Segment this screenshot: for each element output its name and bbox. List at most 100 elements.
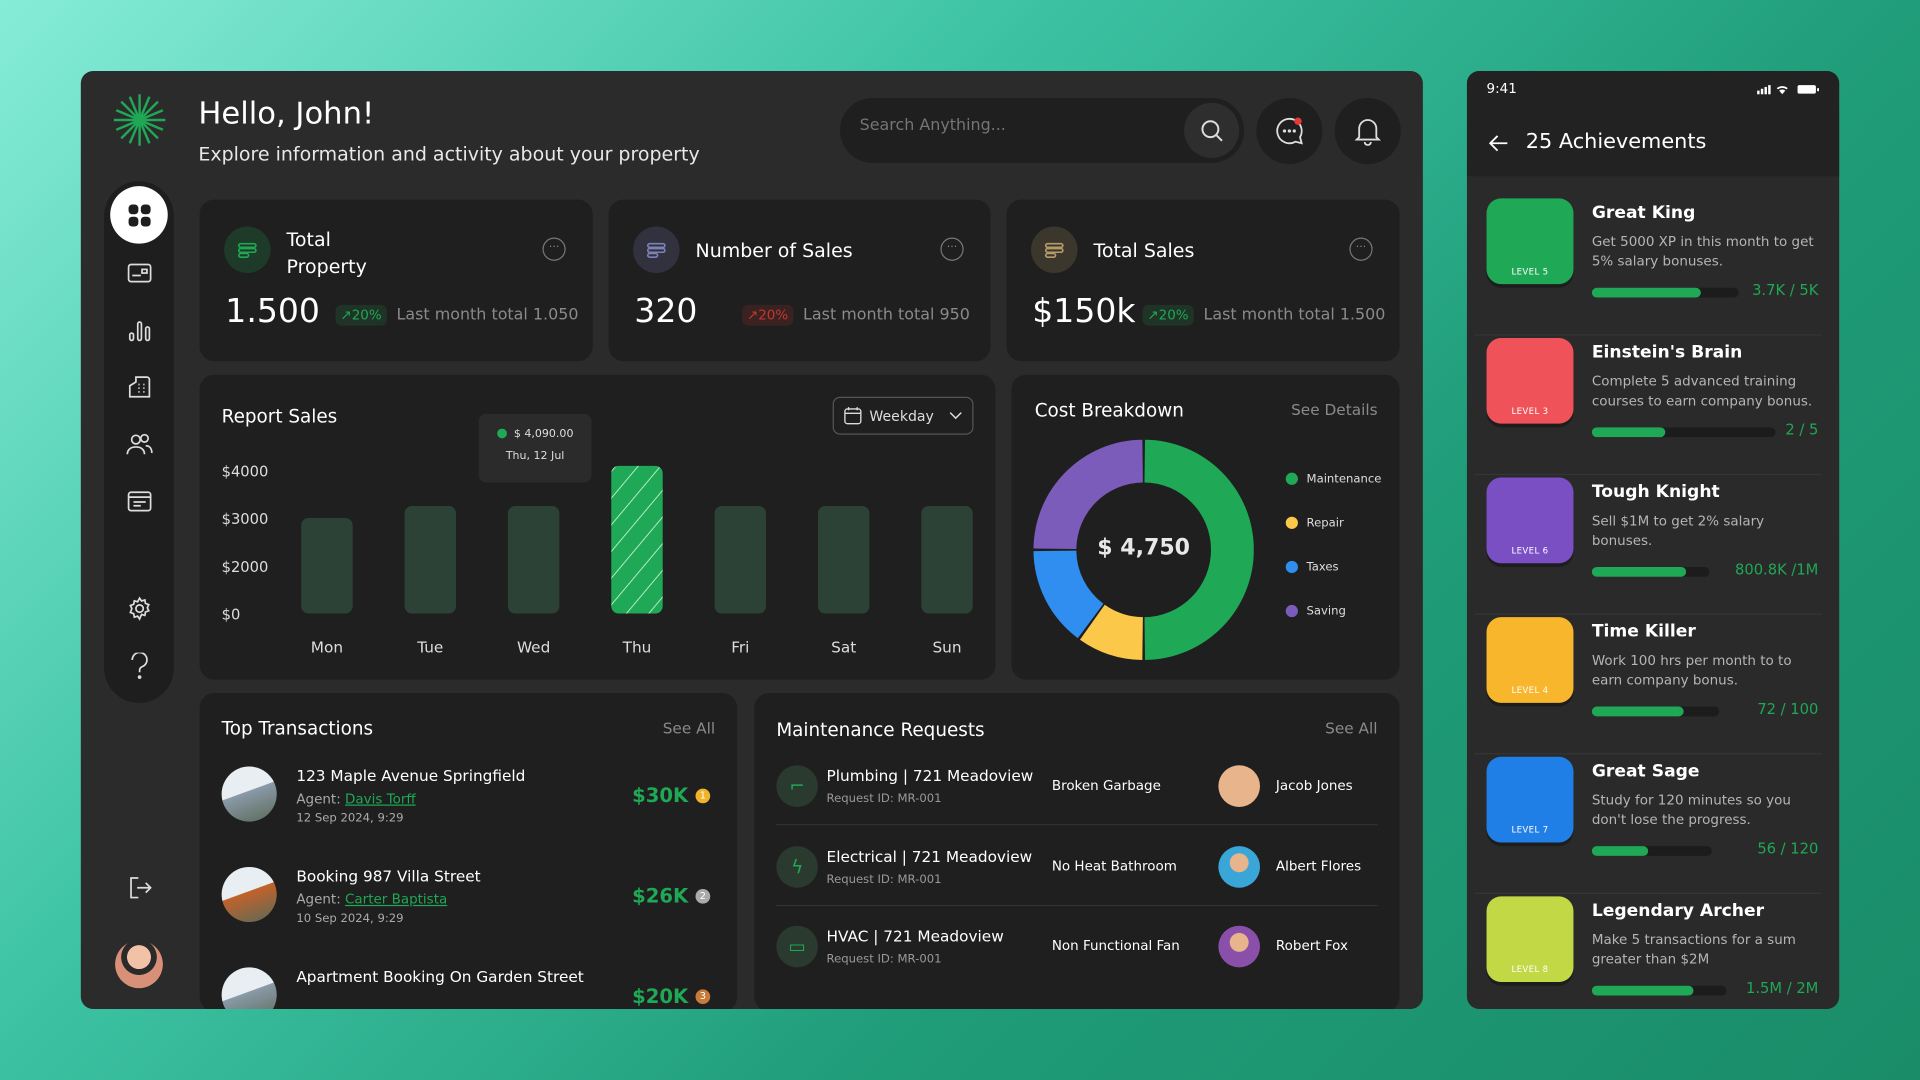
assignee-name: Robert Fox bbox=[1275, 937, 1348, 954]
transaction-name: Apartment Booking On Garden Street bbox=[296, 967, 584, 986]
cost-breakdown-card: Cost Breakdown See Details $ 4,750 Maint… bbox=[1011, 374, 1400, 680]
sidebar-item-dashboard[interactable] bbox=[110, 186, 168, 244]
sidebar-item-analytics[interactable] bbox=[116, 312, 161, 349]
achievement-item[interactable]: LEVEL 4 Time Killer Work 100 hrs per mon… bbox=[1467, 615, 1839, 755]
bar-fri[interactable] bbox=[714, 506, 767, 614]
transaction-amount: $20K bbox=[632, 984, 689, 1008]
slice-maintenance[interactable] bbox=[1144, 439, 1254, 660]
more-options-button[interactable]: ··· bbox=[1349, 237, 1373, 261]
back-arrow-button[interactable] bbox=[1488, 135, 1509, 152]
report-sales-card: Report Sales Weekday $0 $2000 $3000 $4000 Mo… bbox=[199, 374, 996, 680]
search-button[interactable] bbox=[1184, 102, 1240, 158]
notifications-button[interactable] bbox=[1334, 97, 1401, 165]
change-badge-up: ↗20% bbox=[1142, 304, 1194, 326]
sidebar-item-properties[interactable] bbox=[116, 369, 161, 406]
maintenance-row[interactable]: ϟ Electrical | 721 Meadoview Request ID:… bbox=[754, 841, 1399, 914]
see-details-link[interactable]: See Details bbox=[1291, 400, 1378, 419]
stat-note: Last month total 950 bbox=[803, 306, 970, 325]
x-tick-label: Thu bbox=[622, 639, 652, 657]
money-bag-icon bbox=[1031, 226, 1078, 274]
page-subtitle: Explore information and activity about y… bbox=[198, 143, 700, 166]
user-avatar[interactable] bbox=[115, 940, 163, 989]
property-thumbnail bbox=[221, 967, 277, 1009]
tooltip-value: $ 4,090.00 bbox=[513, 428, 574, 441]
search-input[interactable] bbox=[859, 116, 1166, 135]
top-transactions-card: Top Transactions See All 123 Maple Avenu… bbox=[199, 693, 738, 1009]
bar-wed[interactable] bbox=[507, 506, 560, 614]
stat-value: 1.500 bbox=[225, 292, 320, 331]
building-icon bbox=[224, 226, 271, 274]
assignee-avatar bbox=[1218, 765, 1261, 807]
achievement-title: Tough Knight bbox=[1591, 482, 1720, 503]
achievement-title: Great Sage bbox=[1591, 761, 1700, 782]
property-thumbnail bbox=[221, 866, 277, 923]
divider bbox=[1474, 613, 1823, 615]
list-icon bbox=[633, 226, 680, 274]
sidebar-item-cards[interactable] bbox=[116, 255, 161, 292]
search-icon bbox=[1200, 119, 1223, 141]
agent-link[interactable]: Carter Baptista bbox=[345, 891, 448, 908]
bar-thu[interactable] bbox=[611, 465, 663, 614]
level-label: LEVEL 6 bbox=[1511, 546, 1549, 556]
assignee-name: Albert Flores bbox=[1275, 857, 1362, 874]
transaction-row[interactable]: Apartment Booking On Garden Street $20K … bbox=[200, 965, 738, 1009]
y-tick-label: $3000 bbox=[222, 511, 269, 528]
sidebar-item-settings[interactable] bbox=[116, 590, 161, 627]
achievement-item[interactable]: LEVEL 8 Legendary Archer Make 5 transact… bbox=[1467, 894, 1839, 1009]
stat-note: Last month total 1.050 bbox=[396, 306, 579, 325]
bar-sun[interactable] bbox=[921, 506, 973, 614]
divider bbox=[776, 904, 1378, 906]
messages-button[interactable] bbox=[1256, 97, 1323, 165]
sidebar-item-help[interactable] bbox=[116, 648, 161, 685]
brain-icon: LEVEL 3 bbox=[1486, 337, 1574, 424]
slice-saving[interactable] bbox=[1033, 439, 1143, 549]
sidebar-item-calendar[interactable] bbox=[116, 482, 161, 519]
air-conditioner-icon: ▭ bbox=[776, 925, 818, 968]
achievement-progress-bar bbox=[1591, 287, 1739, 298]
bar-tue[interactable] bbox=[404, 506, 457, 614]
request-id: Request ID: MR-001 bbox=[826, 952, 942, 967]
maintenance-row[interactable]: ⌐ Plumbing | 721 Meadoview Request ID: M… bbox=[754, 760, 1399, 833]
achievement-item[interactable]: LEVEL 5 Great King Get 5000 XP in this m… bbox=[1467, 196, 1839, 336]
building-icon bbox=[128, 376, 150, 398]
transactions-see-all[interactable]: See All bbox=[662, 718, 716, 738]
transaction-row[interactable]: Booking 987 Villa Street Agent: Carter B… bbox=[200, 864, 738, 950]
achievements-title: 25 Achievements bbox=[1525, 129, 1707, 155]
donut-center-value: $ 4,750 bbox=[1097, 535, 1191, 561]
transaction-row[interactable]: 123 Maple Avenue Springfield Agent: Davi… bbox=[200, 764, 738, 850]
x-tick-label: Tue bbox=[416, 639, 443, 657]
request-issue: Broken Garbage bbox=[1051, 777, 1161, 794]
slice-taxes[interactable] bbox=[1033, 550, 1104, 639]
weekday-dropdown[interactable]: Weekday bbox=[832, 396, 974, 435]
x-tick-label: Mon bbox=[311, 639, 343, 657]
more-options-button[interactable]: ··· bbox=[542, 237, 566, 261]
stat-card: Number of Sales ··· 320 ↗20% Last month … bbox=[608, 199, 991, 362]
level-label: LEVEL 7 bbox=[1511, 825, 1549, 836]
logout-button[interactable] bbox=[116, 869, 161, 906]
bar-sat[interactable] bbox=[817, 506, 870, 614]
report-sales-title: Report Sales bbox=[221, 405, 338, 428]
book-icon: LEVEL 7 bbox=[1486, 756, 1574, 843]
request-issue: No Heat Bathroom bbox=[1051, 857, 1177, 874]
bar-mon[interactable] bbox=[301, 517, 353, 614]
transaction-amount: $26K bbox=[632, 884, 689, 908]
more-options-button[interactable]: ··· bbox=[940, 237, 964, 261]
achievement-item[interactable]: LEVEL 7 Great Sage Study for 120 minutes… bbox=[1467, 754, 1839, 894]
status-icons bbox=[1757, 85, 1819, 95]
bow-icon: LEVEL 8 bbox=[1486, 896, 1574, 983]
achievement-item[interactable]: LEVEL 6 Tough Knight Sell $1M to get 2% … bbox=[1467, 475, 1839, 615]
achievement-progress-bar bbox=[1591, 566, 1710, 577]
legend-swatch bbox=[1285, 604, 1298, 618]
request-category: HVAC | 721 Meadoview bbox=[826, 926, 1004, 946]
slice-repair[interactable] bbox=[1079, 604, 1143, 660]
maintenance-see-all[interactable]: See All bbox=[1325, 718, 1378, 738]
assignee-name: Jacob Jones bbox=[1275, 777, 1353, 794]
divider bbox=[1474, 473, 1823, 476]
gear-icon bbox=[128, 596, 150, 621]
achievement-item[interactable]: LEVEL 3 Einstein's Brain Complete 5 adva… bbox=[1467, 336, 1839, 476]
achievement-progress-bar bbox=[1591, 427, 1776, 438]
x-tick-label: Wed bbox=[517, 639, 550, 657]
sidebar-item-users[interactable] bbox=[116, 426, 161, 463]
agent-link[interactable]: Davis Torff bbox=[345, 791, 416, 807]
maintenance-row[interactable]: ▭ HVAC | 721 Meadoview Request ID: MR-00… bbox=[754, 921, 1399, 994]
